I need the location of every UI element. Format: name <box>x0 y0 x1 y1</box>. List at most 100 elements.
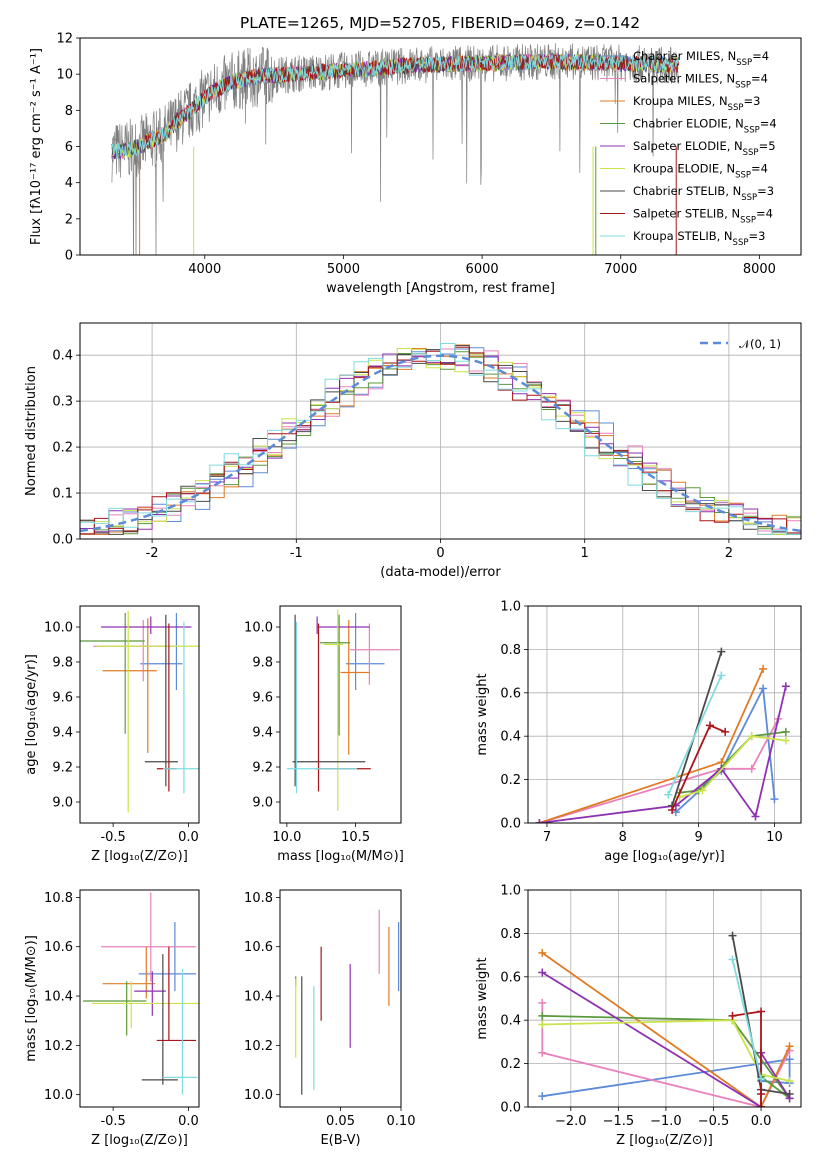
weight-marker <box>759 684 768 693</box>
plot-area <box>80 611 199 813</box>
axes-frame <box>527 889 802 1108</box>
y-tick-label: 9.8 <box>252 656 273 671</box>
weight-marker <box>781 727 790 736</box>
weight-marker <box>759 664 768 673</box>
x-tick-label: 0.0 <box>178 1114 199 1129</box>
weight-marker <box>538 1011 547 1020</box>
weight-line <box>539 668 764 823</box>
x-tick-label: 6000 <box>466 262 499 277</box>
weight-marker <box>664 790 673 799</box>
y-tick-label: 1.0 <box>500 884 521 899</box>
y-tick-label: 0.0 <box>500 1101 521 1116</box>
plot-area <box>80 343 801 535</box>
axes-frame <box>79 889 200 1108</box>
y-tick-label: 9.2 <box>252 761 273 776</box>
x-tick-label: −0.5 <box>698 1114 730 1129</box>
y-tick-label: 0.4 <box>500 1014 521 1029</box>
model-spectrum-8 <box>111 52 679 159</box>
x-tick-label: -1 <box>290 546 303 561</box>
weight-marker <box>751 812 760 821</box>
y-tick-label: 10.4 <box>44 990 73 1005</box>
y-tick-label: 0.4 <box>500 730 521 745</box>
x-tick-label: 0.0 <box>751 1114 772 1129</box>
panel-weight_vs_Z: −2.0 −1.5 −1.0 −0.5 0.0 0.0 0.2 0.4 0.6 0.8 1.0 Z [… <box>475 884 802 1148</box>
x-tick-label: -2 <box>146 546 159 561</box>
y-tick-label: 9.2 <box>52 761 73 776</box>
x-tick-label: 10 <box>766 830 783 845</box>
legend: 𝒩(0, 1) <box>700 337 781 351</box>
x-tick-label: -0.5 <box>100 830 125 845</box>
x-tick-label: 1 <box>581 546 589 561</box>
y-tick-label: 9.6 <box>252 691 273 706</box>
legend-label: 𝒩(0, 1) <box>739 337 781 351</box>
legend-label: Kroupa STELIB, NSSP=3 <box>633 229 765 248</box>
panel-residuals: -2 -1 0 1 2 0.0 0.1 0.2 0.3 0.4 (data-model)/error… <box>24 322 802 580</box>
axes-frame <box>79 605 200 824</box>
y-tick-label: 10.6 <box>44 940 73 955</box>
x-tick-label: 10.5 <box>341 830 370 845</box>
panel-age_vs_mass: 10.0 10.5 9.0 9.2 9.4 9.6 9.8 10.0 mass [log₁₀(M… <box>244 605 404 864</box>
legend-label: Chabrier STELIB, NSSP=3 <box>633 184 774 203</box>
y-tick-label: 10 <box>56 68 73 83</box>
weight-marker <box>757 1007 766 1016</box>
weight-line <box>731 959 762 1080</box>
panel-age_vs_Z: -0.5 0.0 9.0 9.2 9.4 9.6 9.8 10.0 Z [log₁₀(Z/Z⊙)… <box>24 605 200 864</box>
figure-title: PLATE=1265, MJD=52705, FIBERID=0469, z=0… <box>240 14 640 32</box>
y-tick-label: 9.0 <box>52 796 73 811</box>
legend-label: Kroupa MILES, NSSP=3 <box>633 94 760 113</box>
weight-marker <box>538 1020 547 1029</box>
y-tick-label: 0.8 <box>500 643 521 658</box>
plot-area <box>295 909 400 1095</box>
x-tick-label: −2.0 <box>555 1114 587 1129</box>
weight-marker <box>538 998 547 1007</box>
weight-marker <box>717 671 726 680</box>
y-tick-label: 8 <box>65 104 73 119</box>
x-tick-label: 7 <box>543 830 551 845</box>
residual-histogram-8 <box>80 343 801 535</box>
weight-marker <box>781 736 790 745</box>
weight-marker <box>721 727 730 736</box>
y-tick-label: 10.0 <box>244 621 273 636</box>
y-tick-label: 1.0 <box>500 600 521 615</box>
legend-label: Salpeter MILES, NSSP=4 <box>633 72 768 91</box>
weight-line <box>671 651 723 806</box>
y-tick-label: 9.4 <box>52 726 73 741</box>
y-axis-label: age [log₁₀(age/yr)] <box>24 654 39 775</box>
weight-marker <box>785 1042 794 1051</box>
weight-marker <box>538 948 547 957</box>
x-tick-label: 9 <box>694 830 702 845</box>
weight-marker <box>706 721 714 730</box>
weight-line <box>541 952 791 1107</box>
weight-marker <box>785 1089 794 1098</box>
y-tick-label: 10.6 <box>244 940 273 955</box>
weight-marker <box>757 1074 766 1083</box>
x-tick-label: 2 <box>725 546 733 561</box>
axes-frame <box>279 605 402 824</box>
weight-marker <box>717 647 726 656</box>
panel-weight_vs_age: 7 8 9 10 0.0 0.2 0.4 0.6 0.8 1.0 age [log₁₀(age/yr… <box>475 600 802 864</box>
y-tick-label: 10.4 <box>244 990 273 1005</box>
plot-area <box>286 609 400 811</box>
y-tick-label: 0.6 <box>500 686 521 701</box>
weight-marker <box>785 1055 794 1064</box>
y-tick-label: 0.4 <box>52 349 73 364</box>
legend: Chabrier MILES, NSSP=4 Salpeter MILES, NS… <box>600 49 777 248</box>
y-axis-label: Normed distribution <box>24 366 39 496</box>
y-tick-label: 0.0 <box>500 817 521 832</box>
y-tick-label: 0.2 <box>52 441 73 456</box>
weight-marker <box>535 819 544 823</box>
observed-spectrum <box>111 43 680 255</box>
weight-marker <box>668 805 677 814</box>
y-axis-label: mass [log₁₀(M/M⊙)] <box>24 935 39 1062</box>
y-tick-label: 10.2 <box>244 1039 273 1054</box>
panel-spectrum: 4000 5000 6000 7000 8000 0 2 4 6 8 10 12 wavelength … <box>29 32 802 296</box>
y-tick-label: 0.1 <box>52 487 73 502</box>
weight-line <box>732 1010 762 1107</box>
weight-marker <box>538 1048 547 1057</box>
panels: 4000 5000 6000 7000 8000024681012wavelength … <box>24 32 802 1148</box>
weight-marker <box>698 786 707 795</box>
x-tick-label: 0 <box>436 546 444 561</box>
x-tick-label: 10.0 <box>272 830 301 845</box>
panel-mass_vs_EBV: 0.05 0.10 10.0 10.2 10.4 10.6 10.8 E(B-V) <box>244 889 415 1148</box>
legend-label: Kroupa ELODIE, NSSP=4 <box>633 162 768 181</box>
